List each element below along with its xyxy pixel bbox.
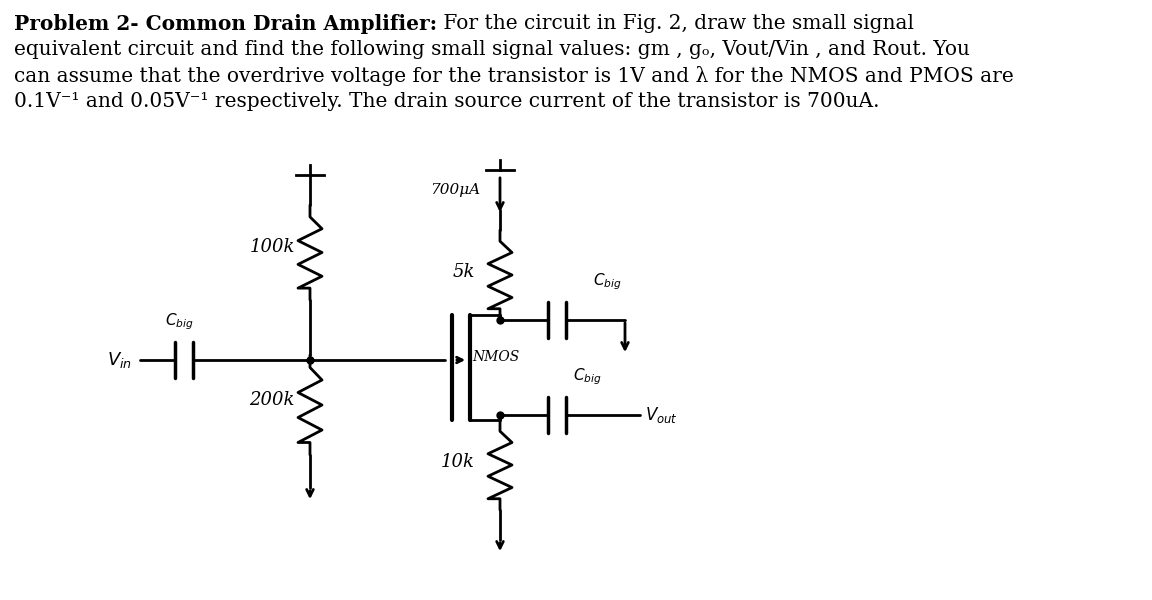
Text: $C_{big}$: $C_{big}$ [165,311,194,332]
Text: For the circuit in Fig. 2, draw the small signal: For the circuit in Fig. 2, draw the smal… [437,14,915,33]
Text: equivalent circuit and find the following small signal values: gm , gₒ, Vout/Vin: equivalent circuit and find the followin… [14,40,970,59]
Text: NMOS: NMOS [472,350,520,364]
Text: 5k: 5k [453,263,475,281]
Text: 200k: 200k [249,391,295,409]
Text: 700μA: 700μA [430,183,480,197]
Text: 0.1V⁻¹ and 0.05V⁻¹ respectively. The drain source current of the transistor is 7: 0.1V⁻¹ and 0.05V⁻¹ respectively. The dra… [14,92,879,111]
Text: 10k: 10k [441,453,475,471]
Text: $V_{in}$: $V_{in}$ [107,350,132,370]
Text: $C_{big}$: $C_{big}$ [573,367,601,387]
Text: can assume that the overdrive voltage for the transistor is 1V and λ for the NMO: can assume that the overdrive voltage fo… [14,66,1014,86]
Text: $C_{big}$: $C_{big}$ [592,271,621,292]
Text: Problem 2- Common Drain Amplifier:: Problem 2- Common Drain Amplifier: [14,14,437,34]
Text: 100k: 100k [249,238,295,256]
Text: $V_{out}$: $V_{out}$ [645,405,677,425]
